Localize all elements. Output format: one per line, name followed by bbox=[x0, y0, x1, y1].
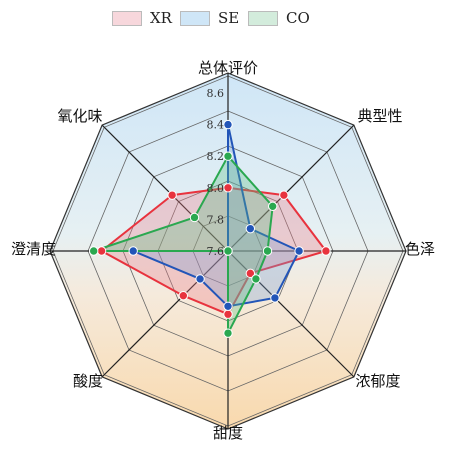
data-point-se-6 bbox=[195, 274, 205, 284]
data-point-se-4 bbox=[270, 293, 280, 303]
data-point-se-7 bbox=[128, 246, 138, 256]
axis-label-4: 浓郁度 bbox=[355, 372, 400, 390]
data-point-xr-3 bbox=[321, 246, 331, 256]
data-point-xr-7 bbox=[96, 246, 107, 256]
data-point-co-8 bbox=[189, 212, 200, 223]
tick-label-1: 7.6 bbox=[207, 245, 225, 258]
data-point-co-3 bbox=[262, 246, 273, 256]
data-point-co-7 bbox=[89, 246, 99, 256]
axis-label-3: 色泽 bbox=[405, 240, 435, 258]
series-points-se bbox=[128, 119, 304, 311]
axis-label-7: 澄清度 bbox=[11, 240, 56, 258]
legend-label-se: SE bbox=[218, 9, 240, 27]
axis-spoke-6 bbox=[101, 250, 229, 378]
data-point-se-5 bbox=[223, 301, 233, 311]
data-point-se-3 bbox=[294, 246, 304, 256]
data-point-xr-4 bbox=[245, 268, 256, 279]
axis-label-8: 氧化味 bbox=[57, 107, 102, 125]
legend-label-co: CO bbox=[286, 9, 310, 27]
axis-label-2: 典型性 bbox=[357, 107, 402, 125]
legend-swatch-co bbox=[248, 10, 278, 26]
tick-label-6: 8.6 bbox=[207, 87, 225, 100]
data-point-se-1 bbox=[223, 119, 233, 130]
data-point-xr-8 bbox=[167, 190, 177, 200]
data-point-se-2 bbox=[245, 223, 256, 234]
axis-label-6: 酸度 bbox=[73, 372, 103, 390]
axis-spoke-8 bbox=[101, 124, 229, 252]
data-point-xr-1 bbox=[223, 183, 233, 193]
legend-item-xr: XR bbox=[112, 9, 172, 27]
data-point-co-4 bbox=[251, 274, 261, 284]
data-point-xr-6 bbox=[178, 290, 189, 301]
axis-label-1: 总体评价 bbox=[198, 59, 258, 77]
legend-swatch-se bbox=[180, 10, 210, 26]
series-points-xr bbox=[96, 183, 331, 319]
data-point-co-2 bbox=[267, 201, 278, 212]
data-point-co-5 bbox=[223, 328, 233, 338]
data-point-xr-2 bbox=[279, 190, 289, 200]
tick-label-3: 8.0 bbox=[207, 182, 225, 195]
data-point-co-1 bbox=[223, 151, 233, 161]
data-point-xr-5 bbox=[223, 309, 233, 319]
series-points-co bbox=[89, 151, 278, 338]
tick-label-4: 8.2 bbox=[207, 150, 225, 163]
legend-item-co: CO bbox=[248, 9, 310, 27]
legend-swatch-xr bbox=[112, 10, 142, 26]
axis-label-5: 甜度 bbox=[213, 424, 243, 442]
legend-item-se: SE bbox=[180, 9, 239, 27]
legend-label-xr: XR bbox=[150, 9, 172, 27]
tick-label-5: 8.4 bbox=[207, 119, 225, 132]
data-point-co-6 bbox=[223, 246, 233, 256]
tick-label-2: 7.8 bbox=[207, 213, 225, 226]
